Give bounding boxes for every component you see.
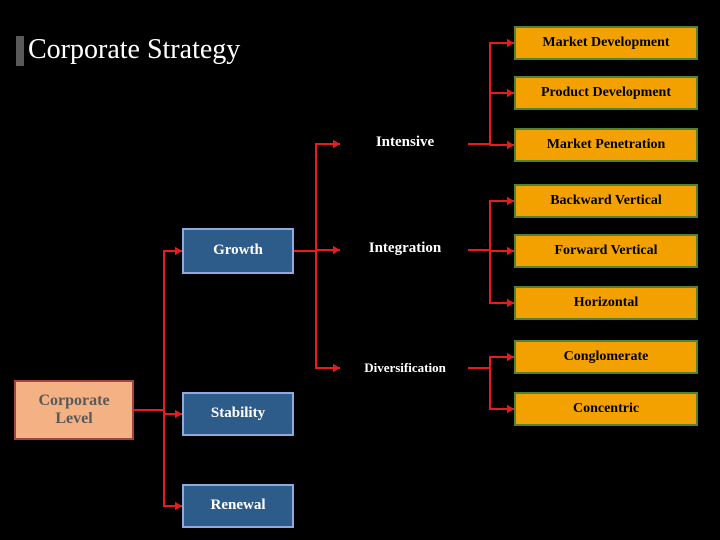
label-diversification: Diversification (340, 360, 470, 376)
node-product-dev: Product Development (514, 76, 698, 110)
node-stability: Stability (182, 392, 294, 436)
node-backward-v: Backward Vertical (514, 184, 698, 218)
node-renewal: Renewal (182, 484, 294, 528)
node-horizontal: Horizontal (514, 286, 698, 320)
node-growth: Growth (182, 228, 294, 274)
node-market-dev: Market Development (514, 26, 698, 60)
node-concentric: Concentric (514, 392, 698, 426)
label-integration: Integration (340, 240, 470, 257)
title-accent-bar (16, 36, 24, 66)
node-forward-v: Forward Vertical (514, 234, 698, 268)
page-title: Corporate Strategy (28, 34, 240, 66)
node-corporate-level: Corporate Level (14, 380, 134, 440)
label-intensive: Intensive (340, 134, 470, 151)
node-conglomerate: Conglomerate (514, 340, 698, 374)
node-market-pen: Market Penetration (514, 128, 698, 162)
